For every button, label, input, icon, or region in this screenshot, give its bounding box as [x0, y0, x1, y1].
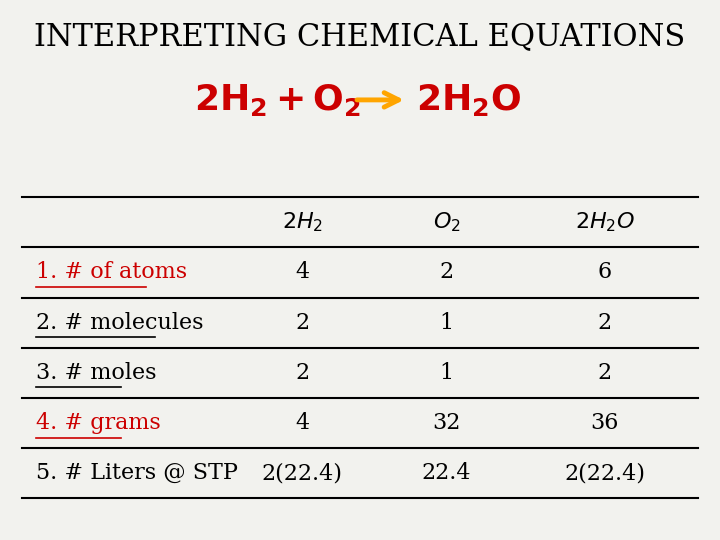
Text: 4: 4 [295, 261, 310, 284]
Text: 2(22.4): 2(22.4) [262, 462, 343, 484]
Text: 4: 4 [295, 412, 310, 434]
Text: 1. # of atoms: 1. # of atoms [36, 261, 187, 284]
Text: 2: 2 [295, 362, 310, 384]
Text: 3. # moles: 3. # moles [36, 362, 156, 384]
Text: $O_2$: $O_2$ [433, 211, 460, 234]
Text: $\mathbf{2H_2 + O_2}$: $\mathbf{2H_2 + O_2}$ [194, 82, 361, 118]
Text: $2H_2O$: $2H_2O$ [575, 211, 635, 234]
Text: 2: 2 [295, 312, 310, 334]
Text: 2: 2 [598, 362, 612, 384]
Text: 5. # Liters @ STP: 5. # Liters @ STP [36, 462, 238, 484]
Text: 2: 2 [439, 261, 454, 284]
Text: $\mathbf{2H_2O}$: $\mathbf{2H_2O}$ [416, 82, 521, 118]
Text: 4. # grams: 4. # grams [36, 412, 161, 434]
Text: 2(22.4): 2(22.4) [564, 462, 645, 484]
Text: 1: 1 [439, 312, 454, 334]
Text: INTERPRETING CHEMICAL EQUATIONS: INTERPRETING CHEMICAL EQUATIONS [35, 22, 685, 52]
Text: 36: 36 [590, 412, 619, 434]
Text: 6: 6 [598, 261, 612, 284]
Text: 22.4: 22.4 [422, 462, 471, 484]
Text: 1: 1 [439, 362, 454, 384]
Text: 2: 2 [598, 312, 612, 334]
Text: $2H_2$: $2H_2$ [282, 211, 323, 234]
Text: 2. # molecules: 2. # molecules [36, 312, 204, 334]
Text: 32: 32 [432, 412, 461, 434]
